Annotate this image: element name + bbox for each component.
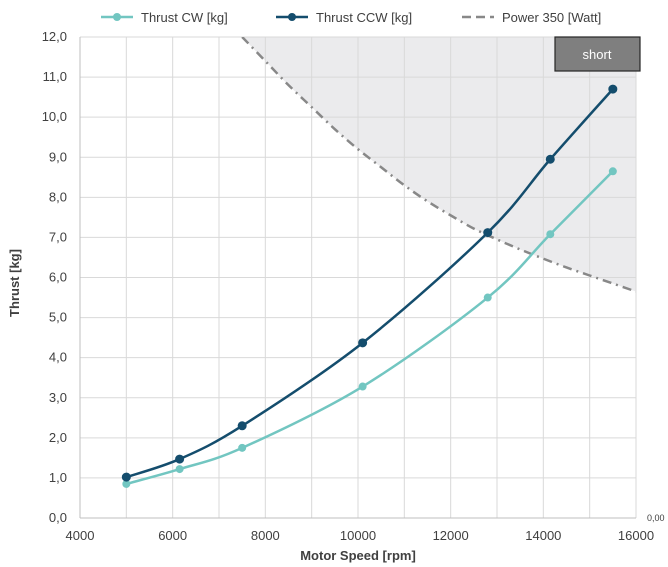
data-point: [608, 84, 618, 94]
legend-label: Power 350 [Watt]: [502, 10, 601, 25]
shaded-area: [242, 37, 636, 292]
x-tick-label: 14000: [525, 528, 561, 543]
x-tick-label: 4000: [66, 528, 95, 543]
y-tick-label: 2,0: [49, 430, 67, 445]
data-series: [121, 84, 618, 488]
power-limit-shaded-region: [242, 37, 636, 292]
y-tick-label: 12,0: [42, 29, 67, 44]
x-tick-label: 6000: [158, 528, 187, 543]
legend-marker: [288, 13, 296, 21]
y-tick-label: 6,0: [49, 270, 67, 285]
data-point: [545, 154, 555, 164]
y-tick-label: 11,0: [43, 69, 67, 84]
x-tick-label: 16000: [618, 528, 654, 543]
y-tick-label: 1,0: [49, 470, 67, 485]
x-tick-label: 10000: [340, 528, 376, 543]
short-button[interactable]: short: [554, 36, 641, 72]
legend-label: Thrust CCW [kg]: [316, 10, 412, 25]
data-point: [121, 472, 131, 482]
y-tick-label: 7,0: [49, 229, 67, 244]
y-tick-label: 10,0: [42, 109, 67, 124]
y-axis-title: Thrust [kg]: [7, 249, 22, 317]
power-curve-line: [241, 37, 636, 293]
y-tick-label: 9,0: [49, 149, 67, 164]
data-point: [237, 421, 247, 431]
corner-value-label: 0,00: [647, 513, 665, 523]
x-axis-title: Motor Speed [rpm]: [300, 548, 416, 563]
data-point: [122, 479, 131, 488]
data-point: [358, 338, 368, 348]
y-tick-label: 4,0: [49, 350, 67, 365]
y-tick-label: 0,0: [49, 510, 67, 525]
data-point: [608, 167, 617, 176]
short-button-label: short: [583, 47, 612, 62]
power-curve: [241, 37, 636, 293]
legend: Thrust CW [kg] Thrust CCW [kg] Power 350 […: [101, 10, 601, 25]
data-point: [238, 443, 247, 452]
data-point: [358, 382, 367, 391]
data-point: [175, 454, 185, 464]
legend-marker: [113, 13, 121, 21]
data-point: [546, 230, 555, 239]
y-tick-label: 8,0: [49, 189, 67, 204]
y-tick-label: 3,0: [49, 390, 67, 405]
data-point: [175, 465, 184, 474]
y-tick-label: 5,0: [49, 310, 67, 325]
data-point: [483, 228, 493, 238]
x-tick-label: 12000: [433, 528, 469, 543]
x-tick-label: 8000: [251, 528, 280, 543]
data-point: [483, 293, 492, 302]
legend-label: Thrust CW [kg]: [141, 10, 228, 25]
axes: 0,0 1,0 2,0 3,0 4,0 5,0 6,0 7,0 8,0 9,0 10,0 11,0 12…: [42, 29, 654, 543]
